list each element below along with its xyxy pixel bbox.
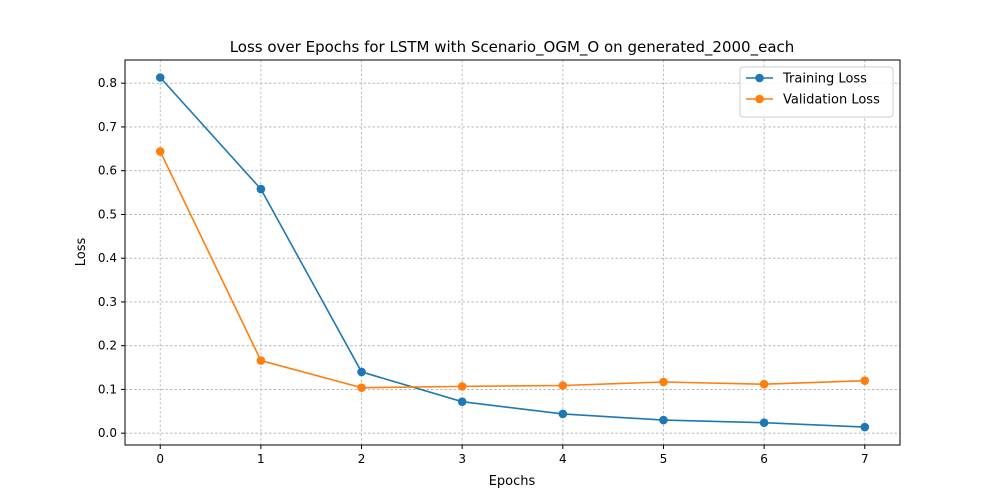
training-loss-point <box>155 73 165 82</box>
x-tick-label: 5 <box>660 452 668 466</box>
x-axis-ticks: 0 1 2 3 4 5 6 7 <box>156 445 869 466</box>
training-loss-point <box>558 409 568 419</box>
y-tick-label: 0.4 <box>98 251 117 265</box>
legend-label-training-loss: Training Loss <box>782 72 867 87</box>
series-layer <box>155 73 870 432</box>
training-loss-point <box>256 184 266 194</box>
training-loss-point <box>357 367 366 377</box>
validation-loss-point <box>659 377 668 387</box>
validation-loss-point <box>759 379 769 389</box>
validation-loss-point <box>457 382 467 391</box>
validation-loss-point <box>357 383 366 392</box>
legend-label-validation-loss: Validation Loss <box>783 93 880 108</box>
training-loss-point <box>860 422 870 432</box>
y-axis-label: Loss <box>74 238 89 267</box>
training-loss-point <box>759 418 769 427</box>
x-tick-label: 7 <box>861 452 869 466</box>
y-tick-label: 0.0 <box>98 426 117 440</box>
x-tick-label: 1 <box>257 452 265 466</box>
validation-loss-line <box>159 151 865 389</box>
y-tick-label: 0.3 <box>98 295 117 309</box>
y-axis-ticks: 0.0 0.1 0.2 0.3 0.4 0.5 0.6 0.7 0.8 <box>98 76 125 440</box>
x-tick-label: 0 <box>156 452 164 466</box>
validation-loss-point <box>558 381 568 390</box>
y-tick-label: 0.7 <box>98 120 117 134</box>
validation-loss-point <box>256 356 266 365</box>
x-tick-label: 2 <box>358 452 366 466</box>
y-tick-label: 0.6 <box>98 164 117 178</box>
x-tick-label: 6 <box>760 452 768 466</box>
y-tick-label: 0.8 <box>98 76 117 90</box>
chart-title: Loss over Epochs for LSTM with Scenario_… <box>230 38 795 57</box>
legend-box <box>739 66 894 118</box>
x-tick-label: 3 <box>458 452 466 466</box>
x-axis-label: Epochs <box>489 474 536 489</box>
plot-area-frame <box>124 59 901 446</box>
legend-marker-training-loss <box>755 73 764 83</box>
validation-loss-point <box>860 376 870 385</box>
y-tick-label: 0.5 <box>98 207 117 221</box>
training-loss-point <box>659 415 668 425</box>
training-loss-point <box>457 397 467 406</box>
legend: Training Loss Validation Loss <box>739 66 894 118</box>
y-tick-label: 0.2 <box>98 339 117 353</box>
x-tick-label: 4 <box>559 452 567 466</box>
grid-lines <box>125 60 900 445</box>
training-loss-line <box>159 76 865 428</box>
legend-marker-validation-loss <box>755 94 764 104</box>
y-tick-label: 0.1 <box>98 382 117 396</box>
validation-loss-point <box>155 147 165 156</box>
